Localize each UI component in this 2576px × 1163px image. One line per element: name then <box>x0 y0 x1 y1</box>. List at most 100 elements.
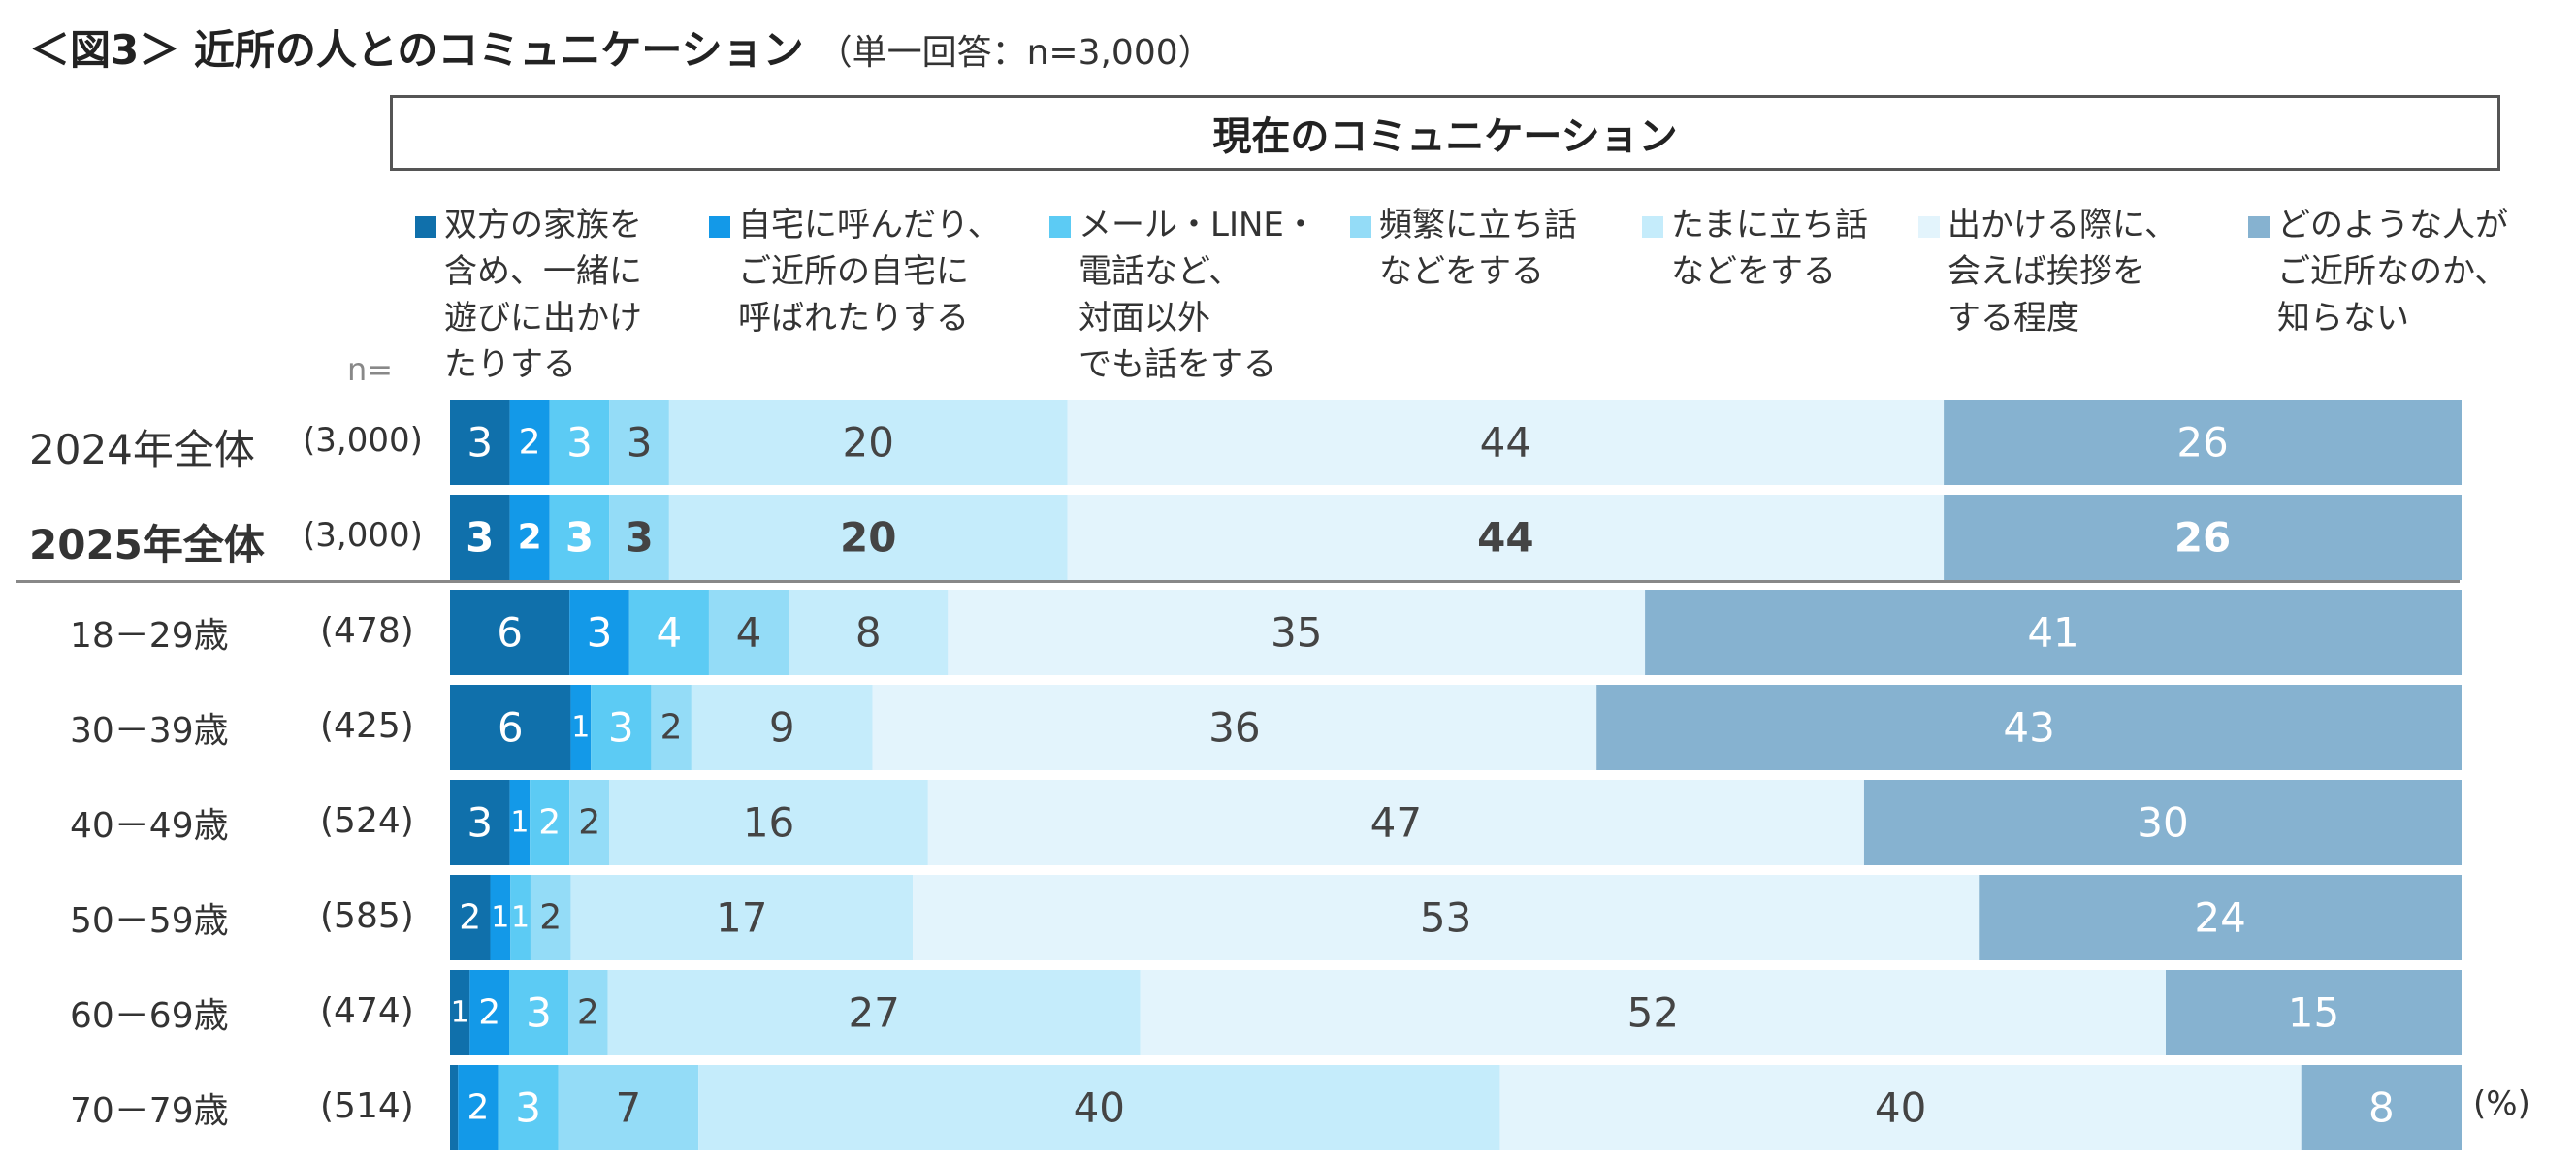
bar-segment <box>569 780 610 865</box>
chart-title: ＜図3＞ 近所の人とのコミュニケーション <box>29 26 804 74</box>
data-label: 4 <box>657 609 683 657</box>
legend-swatch <box>1350 216 1371 238</box>
bar-segment <box>458 1065 499 1150</box>
row-n: (3,000) <box>303 516 423 555</box>
legend-label: たまに立ち話 などをする <box>1671 206 1868 291</box>
bar-segment <box>708 590 789 675</box>
legend-label: 出かける際に、 会えば挨拶を する程度 <box>1948 206 2177 338</box>
data-label: 36 <box>1208 704 1260 752</box>
data-label: 1 <box>451 996 469 1030</box>
data-label: 53 <box>1420 894 1471 942</box>
bar-segment <box>1067 400 1945 485</box>
data-label: 2 <box>578 803 600 843</box>
data-label: 4 <box>736 609 762 657</box>
legend-swatch <box>415 216 436 238</box>
data-label: 8 <box>855 609 882 657</box>
title-row: ＜図3＞ 近所の人とのコミュニケーション （単一回答：n=3,000） <box>29 17 1213 76</box>
bar-segment <box>490 875 511 960</box>
row-n: (474) <box>320 991 414 1031</box>
data-label: 24 <box>2194 894 2245 942</box>
bar-segment <box>691 685 873 770</box>
bar-segment <box>509 780 531 865</box>
data-label: 2 <box>539 898 562 938</box>
bar-segment <box>1140 970 2166 1055</box>
bar-segment <box>1863 780 2462 865</box>
data-label: 17 <box>716 894 767 942</box>
data-label: 2 <box>577 993 599 1033</box>
row-label: 30－39歳 <box>70 711 229 751</box>
data-label: 7 <box>615 1084 641 1132</box>
data-label: 1 <box>511 901 530 935</box>
legend-swatch <box>709 216 730 238</box>
data-label: 40 <box>1875 1084 1926 1132</box>
row-n: (524) <box>320 801 414 841</box>
legend-swatch <box>2248 216 2270 238</box>
bar-segment <box>1944 400 2462 485</box>
bar-segment <box>549 400 610 485</box>
bar-segment <box>570 685 592 770</box>
bar-segment <box>1596 685 2462 770</box>
bar-segment <box>450 1065 459 1150</box>
row-n: (514) <box>320 1086 414 1126</box>
bar-segment <box>450 495 510 580</box>
data-label: 2 <box>518 518 542 558</box>
data-label: 8 <box>2368 1084 2395 1132</box>
row-label: 18－29歳 <box>70 616 229 656</box>
bar-segment <box>927 780 1864 865</box>
bar-segment <box>2166 970 2462 1055</box>
data-label: 20 <box>843 419 894 467</box>
data-label: 15 <box>2288 989 2339 1037</box>
data-label: 3 <box>608 704 634 752</box>
bar-segment <box>789 590 949 675</box>
data-label: 3 <box>526 989 552 1037</box>
data-label: 3 <box>587 609 613 657</box>
row-label: 70－79歳 <box>70 1091 229 1131</box>
bar-segment <box>498 1065 559 1150</box>
bar-segment <box>570 875 914 960</box>
bar-segment <box>1944 495 2462 580</box>
legend-label: メール・LINE・ 電話など、 対面以外 でも話をする <box>1079 206 1317 384</box>
data-label: 43 <box>2003 704 2054 752</box>
data-label: 41 <box>2027 609 2078 657</box>
data-label: 26 <box>2176 419 2228 467</box>
data-label: 1 <box>510 806 529 840</box>
data-label: 47 <box>1370 799 1422 847</box>
bar-segment <box>558 1065 699 1150</box>
data-label: 3 <box>627 419 653 467</box>
bar-segment <box>1499 1065 2302 1150</box>
legend-swatch <box>1049 216 1071 238</box>
row-n: (478) <box>320 611 414 651</box>
row-n: (585) <box>320 896 414 936</box>
legend-swatch <box>1642 216 1663 238</box>
bar-segment <box>668 495 1068 580</box>
bar-segment <box>609 400 669 485</box>
data-label: 40 <box>1074 1084 1125 1132</box>
data-label: 20 <box>840 514 896 562</box>
bar-segment <box>469 970 509 1055</box>
bar-segment <box>530 780 570 865</box>
data-label: 1 <box>571 711 590 745</box>
data-label: 3 <box>466 514 494 562</box>
data-label: 52 <box>1627 989 1679 1037</box>
percent-unit: (%) <box>2473 1084 2530 1123</box>
row-label: 50－59歳 <box>70 901 229 941</box>
bar-segment <box>607 970 1141 1055</box>
section-header: 現在のコミュニケーション <box>390 95 2500 171</box>
legend-label: 自宅に呼んだり、 ご近所の自宅に 呼ばれたりする <box>738 206 1001 338</box>
bar-segment <box>1067 495 1945 580</box>
data-label: 2 <box>478 993 500 1033</box>
bar-segment <box>530 875 571 960</box>
bar-segment <box>2301 1065 2462 1150</box>
row-label: 2024年全体 <box>29 426 255 473</box>
legend-label: どのような人が ご近所なのか、 知らない <box>2277 206 2508 338</box>
bar-segment <box>450 970 470 1055</box>
bar-segment <box>450 875 491 960</box>
data-label: 9 <box>769 704 795 752</box>
bar-segment <box>450 400 510 485</box>
bar-segment <box>568 970 608 1055</box>
data-label: 27 <box>848 989 899 1037</box>
bar-segment <box>651 685 692 770</box>
row-label: 40－49歳 <box>70 806 229 846</box>
data-label: 16 <box>743 799 794 847</box>
